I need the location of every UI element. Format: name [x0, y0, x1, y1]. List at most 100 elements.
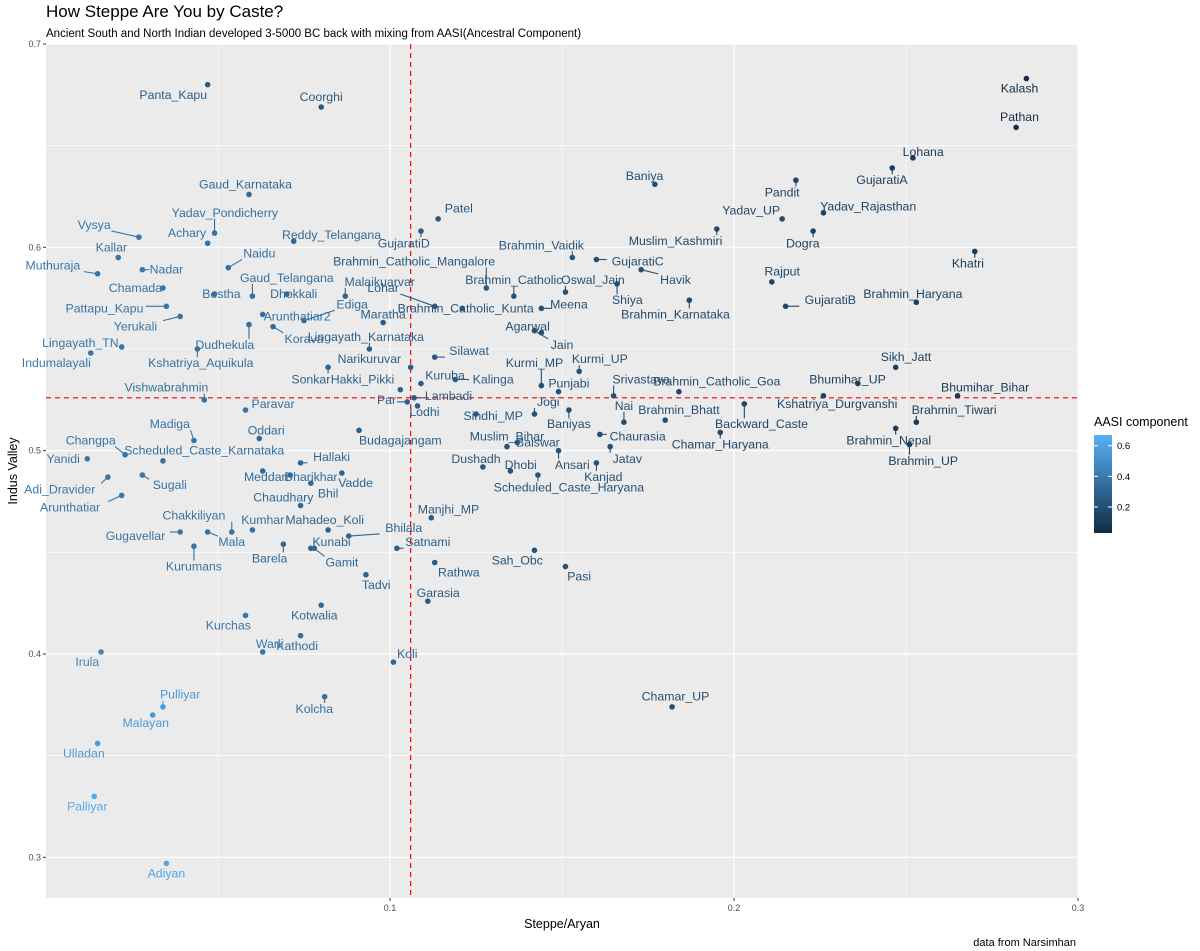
point-naidu — [225, 264, 232, 271]
point-label-kurmi-mp: Kurmi_MP — [506, 356, 563, 370]
point-label-dhokkali: Dhokkali — [270, 287, 317, 301]
legend-title: AASI component — [1094, 415, 1188, 429]
data-points — [84, 75, 1030, 867]
point-labels: Panta_Kapu Coorghi Kalash Pathan Lohana Gujar… — [22, 82, 1039, 881]
point-label-malaikuarvar: Malaikuarvar — [344, 275, 414, 289]
point-label-vysya: Vysya — [78, 218, 111, 232]
point-vysya — [136, 234, 142, 240]
point-label-gaud-karnataka: Gaud_Karnataka — [199, 177, 292, 191]
point-sugali — [139, 472, 146, 478]
point-label-silawat: Silawat — [449, 344, 489, 358]
point-ediga — [301, 317, 307, 324]
point-label-kotwalia: Kotwalia — [291, 608, 338, 622]
point-label-kurmi-up: Kurmi_UP — [572, 352, 628, 366]
point-label-muslim-kashmiri: Muslim_Kashmiri — [629, 234, 723, 248]
point-label-sah-obc: Sah_Obc — [492, 553, 543, 567]
point-bhumihar-bihar — [954, 392, 961, 399]
point-label-mahadeo-koli: Mahadeo_Koli — [285, 513, 364, 527]
point-label-kurumans: Kurumans — [166, 560, 222, 574]
point-sikh-jatt — [892, 364, 899, 371]
point-muslim-bihar — [504, 443, 510, 450]
point-label-adi-dravider: Adi_Dravider — [24, 482, 95, 496]
point-koli — [390, 659, 397, 665]
point-label-oddari: Oddari — [248, 423, 285, 437]
point-label-rajput: Rajput — [764, 265, 800, 279]
point-label-chamada: Chamada — [109, 281, 162, 295]
point-ansari — [555, 447, 562, 454]
point-adiyan — [163, 860, 170, 867]
point-label-jogi: Jogi — [537, 395, 560, 409]
point-label-ulladan: Ulladan — [63, 747, 105, 761]
legend-colorbar — [1094, 435, 1112, 533]
point-label-kurchas: Kurchas — [206, 619, 251, 633]
y-tick-label-1: 0.4 — [28, 649, 41, 659]
point-chaudhary — [297, 502, 304, 509]
point-nadar — [139, 266, 146, 273]
point-yadav-up — [779, 216, 785, 222]
point-bestha — [211, 291, 218, 297]
point-indumalayali — [87, 350, 94, 356]
point-label-kumhar: Kumhar — [241, 513, 284, 527]
point-label-pasi: Pasi — [567, 570, 591, 584]
point-label-nai: Nai — [615, 399, 633, 413]
point-label-backward-caste: Backward_Caste — [715, 417, 808, 431]
point-jogi — [531, 411, 538, 417]
y-tick-label-3: 0.6 — [28, 242, 41, 252]
point-label-changpa: Changpa — [66, 434, 116, 448]
point-scheduled-caste-karnataka — [160, 458, 166, 464]
point-garasia — [425, 598, 431, 604]
point-lingayath-tn — [118, 344, 125, 350]
point-kshatriya-aquikula — [194, 346, 201, 352]
point-label-brahmin-catholic-mangalore: Brahmin_Catholic_Mangalore — [333, 255, 495, 269]
y-tick-label-2: 0.5 — [28, 446, 41, 456]
point-label-kalinga: Kalinga — [473, 373, 514, 387]
point-label-gujaratic: GujaratiC — [612, 255, 664, 269]
point-label-pulliyar: Pulliyar — [160, 688, 200, 702]
point-label-jatav: Jatav — [613, 452, 643, 466]
point-label-narikuruvar: Narikuruvar — [338, 352, 402, 366]
point-label-yadav-pondicherry: Yadav_Pondicherry — [172, 206, 279, 220]
point-silawat — [431, 354, 438, 360]
point-label-scheduled-caste-karnataka: Scheduled_Caste_Karnataka — [124, 444, 284, 458]
point-label-brahmin-up: Brahmin_UP — [888, 454, 958, 468]
point-reddy-telangana — [290, 238, 297, 245]
point-label-kuruba: Kuruba — [425, 368, 465, 382]
point-label-brahmin-tiwari: Brahmin_Tiwari — [912, 403, 997, 417]
point-brahmin-haryana — [913, 299, 920, 306]
point-gaud-karnataka — [246, 191, 252, 198]
point-label-gujaratib: GujaratiB — [805, 293, 856, 307]
point-label-lambadi: Lambadi — [425, 389, 472, 403]
point-panta-kapu — [204, 81, 211, 88]
point-lambadi — [411, 395, 417, 401]
point-kanjad — [593, 460, 600, 466]
point-label-adiyan: Adiyan — [148, 867, 186, 881]
point-muthuraja — [94, 270, 101, 277]
point-agarwal — [538, 329, 545, 336]
point-brahmin-bhatt — [662, 417, 668, 423]
leader-lohar — [400, 293, 435, 307]
point-irula — [98, 649, 104, 655]
point-label-par: Par — [377, 393, 396, 407]
point-pasi — [562, 563, 569, 570]
point-label-vishwabrahmin: Vishwabrahmin — [124, 381, 208, 395]
point-label-sonkar: Sonkar — [291, 373, 330, 387]
point-label-lingayath-karnataka: Lingayath_Karnataka — [308, 330, 424, 344]
point-label-punjabi: Punjabi — [548, 377, 589, 391]
point-vadde — [339, 470, 345, 476]
point-label-patel: Patel — [445, 202, 473, 216]
point-ulladan — [94, 740, 101, 747]
point-rajput — [769, 279, 775, 285]
point-madiga — [191, 437, 197, 444]
point-label-pathan: Pathan — [1000, 110, 1039, 124]
point-brahmin-catholic-kunta — [459, 305, 466, 312]
point-label-gamit: Gamit — [325, 556, 358, 570]
point-kallar — [115, 254, 122, 261]
point-label-arunthatiar: Arunthatiar — [40, 501, 100, 515]
point-label-kshatriya-aquikula: Kshatriya_Aquikula — [148, 356, 253, 370]
point-label-ediga: Ediga — [336, 297, 368, 311]
point-label-koli: Koli — [397, 647, 418, 661]
point-label-brahmin-catholic: Brahmin_Catholic — [465, 273, 562, 287]
legend-tick-label-1: 0.4 — [1117, 472, 1130, 483]
point-chamar-up — [669, 704, 675, 710]
